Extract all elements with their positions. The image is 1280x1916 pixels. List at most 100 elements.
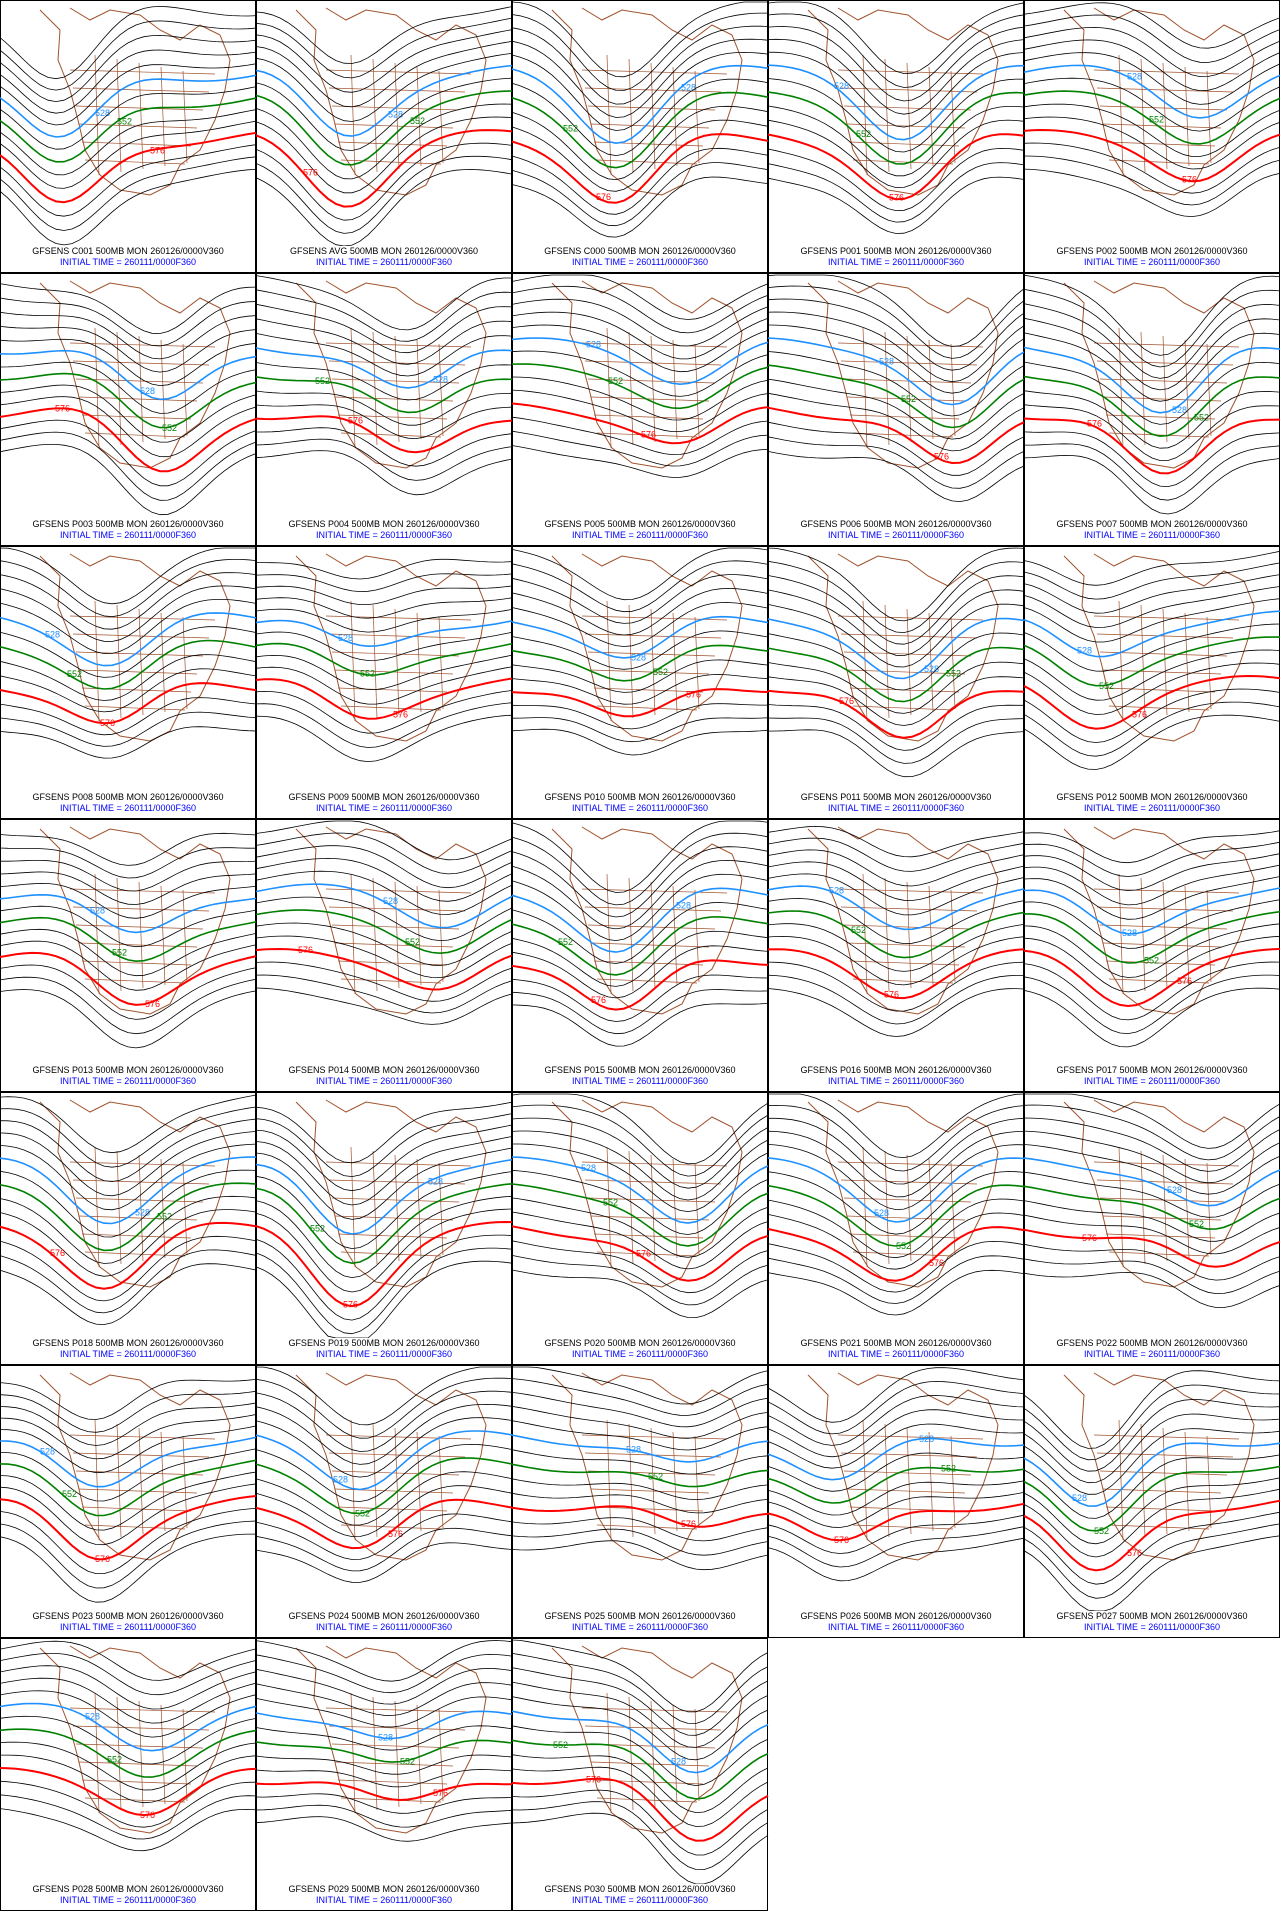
contour xyxy=(1023,1243,1280,1281)
contour xyxy=(0,407,257,473)
contour-label: 552 xyxy=(360,669,375,679)
contour xyxy=(0,326,257,373)
contour xyxy=(0,86,257,150)
state-border xyxy=(78,1488,198,1494)
init-time: INITIAL TIME = 260111/0000F360 xyxy=(572,1622,708,1632)
contour xyxy=(0,1402,257,1446)
contour xyxy=(511,1754,769,1814)
contour xyxy=(255,318,513,365)
state-border xyxy=(138,1427,144,1535)
contour xyxy=(767,560,1025,634)
contour xyxy=(1023,674,1280,730)
contour xyxy=(255,1247,513,1335)
state-border xyxy=(1140,331,1146,446)
contour-label: 576 xyxy=(591,995,606,1005)
contour xyxy=(255,608,513,633)
state-border xyxy=(81,1506,192,1512)
contour xyxy=(1023,1214,1280,1255)
contour-label: 528 xyxy=(1077,645,1092,655)
coastline xyxy=(1063,280,1255,469)
contour-label: 576 xyxy=(1132,710,1147,720)
state-border xyxy=(950,1162,956,1256)
contour xyxy=(255,585,513,605)
state-border xyxy=(337,687,448,693)
contour xyxy=(255,17,513,79)
contour xyxy=(0,1195,257,1264)
contour xyxy=(767,1423,1025,1469)
contour xyxy=(0,1263,257,1326)
contour xyxy=(767,861,1025,901)
contour xyxy=(1023,935,1280,993)
state-border xyxy=(587,651,716,657)
contour-label: 528 xyxy=(90,906,105,916)
contour xyxy=(0,1448,257,1502)
panel-title: GFSENS P025 500MB MON 260126/0000V360 xyxy=(544,1611,735,1621)
state-border xyxy=(78,396,198,402)
contour xyxy=(511,176,769,238)
contour xyxy=(255,41,513,108)
panel-title: GFSENS P003 500MB MON 260126/0000V360 xyxy=(32,519,223,529)
contour xyxy=(0,97,257,163)
label-bg xyxy=(257,792,511,818)
panel-border xyxy=(512,1365,768,1638)
contour xyxy=(0,1425,257,1474)
contour xyxy=(0,311,257,360)
contour xyxy=(0,120,257,189)
contour xyxy=(255,896,513,942)
contour-label: 552 xyxy=(648,1471,663,1481)
map: 528 552 576 xyxy=(255,553,513,763)
state-border xyxy=(334,1215,454,1221)
state-border xyxy=(160,612,166,713)
panel-title: GFSENS P009 500MB MON 260126/0000V360 xyxy=(288,792,479,802)
state-border xyxy=(650,1700,656,1808)
state-border xyxy=(72,1452,210,1458)
contour-label: 552 xyxy=(653,667,668,677)
state-border xyxy=(1140,877,1146,992)
contour xyxy=(767,364,1025,429)
panel: 528 552 576 GFSENS P017 500MB MON 260126/00… xyxy=(1023,819,1280,1092)
panel: 528 552 576 GFSENS P005 500MB MON 260126/00… xyxy=(511,273,769,546)
contour xyxy=(767,923,1025,972)
contour xyxy=(767,1409,1025,1458)
contour xyxy=(512,1366,769,1405)
state-border xyxy=(182,616,188,710)
init-time: INITIAL TIME = 260111/0000F360 xyxy=(316,803,452,813)
contour xyxy=(255,1653,513,1694)
state-border xyxy=(331,651,460,657)
panel: 528 552 576 GFSENS P021 500MB MON 260126/00… xyxy=(767,1092,1025,1365)
state-border xyxy=(350,54,356,176)
init-time: INITIAL TIME = 260111/0000F360 xyxy=(1084,1622,1220,1632)
panel-title: GFSENS P029 500MB MON 260126/0000V360 xyxy=(288,1884,479,1894)
contour xyxy=(511,376,769,421)
coastline xyxy=(39,7,231,196)
coastline xyxy=(295,1372,487,1561)
contour xyxy=(1023,688,1280,743)
contour xyxy=(511,1463,769,1488)
contour xyxy=(511,1739,769,1800)
panel-border xyxy=(1024,0,1280,273)
contour xyxy=(767,378,1025,440)
contour xyxy=(511,1766,769,1827)
contour xyxy=(255,883,513,929)
contour-label: 528 xyxy=(834,81,849,91)
state-border xyxy=(584,906,722,912)
contour xyxy=(767,589,1025,657)
contour xyxy=(255,987,513,1025)
contour-label: 576 xyxy=(140,1810,155,1820)
contour xyxy=(0,893,257,934)
contour xyxy=(511,337,769,386)
contour xyxy=(767,1452,1025,1492)
contour xyxy=(511,560,769,613)
contour xyxy=(767,1240,1025,1293)
contour xyxy=(1023,303,1280,379)
contour-label: 552 xyxy=(157,1211,172,1221)
contour xyxy=(1023,289,1280,368)
state-border xyxy=(416,339,422,440)
panel: 528 552 576 GFSENS P013 500MB MON 260126/00… xyxy=(0,819,257,1092)
contour xyxy=(255,289,513,342)
contour xyxy=(511,1378,769,1416)
contour xyxy=(1023,404,1280,461)
state-border xyxy=(593,687,704,693)
contour xyxy=(511,133,769,204)
panel-title: GFSENS P004 500MB MON 260126/0000V360 xyxy=(288,519,479,529)
